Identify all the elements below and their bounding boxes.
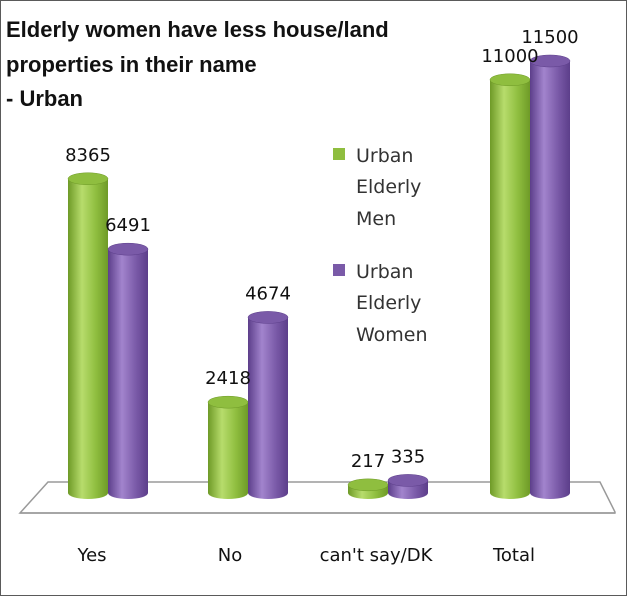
- legend-label-women-line-2: Elderly: [356, 292, 421, 314]
- data-label-total-men: 11000: [481, 46, 538, 67]
- bar-body: [108, 249, 148, 499]
- bar-total-men: [489, 73, 531, 500]
- bar-top: [107, 242, 149, 256]
- legend-swatch-men: [333, 148, 345, 160]
- legend-label-women-line-3: Women: [356, 324, 428, 346]
- legend-label-men-line-3: Men: [356, 208, 396, 230]
- legend: Urban Elderly Men Urban Elderly Women: [333, 145, 428, 346]
- bar-no-women: [247, 311, 289, 499]
- data-label-yes-men: 8365: [65, 145, 111, 166]
- chart-title-line-1: Elderly women have less house/land: [6, 17, 389, 42]
- data-label-can-t-say-dk-women: 335: [391, 446, 425, 467]
- bar-yes-men: [67, 172, 109, 499]
- chart-floor: [18, 481, 616, 514]
- bar-body: [248, 317, 288, 499]
- bar-top: [347, 478, 389, 492]
- bar-top: [247, 311, 289, 324]
- bar-body: [530, 61, 570, 499]
- bar-top: [489, 73, 531, 87]
- data-label-no-men: 2418: [205, 368, 251, 389]
- bar-body: [208, 402, 248, 499]
- data-label-yes-women: 6491: [105, 215, 151, 236]
- legend-label-women-line-1: Urban: [356, 261, 413, 283]
- bar-no-men: [207, 395, 249, 499]
- legend-swatch-women: [333, 264, 345, 276]
- chart-title: Elderly women have less house/land prope…: [6, 17, 389, 111]
- x-axis-ticks: Yes No can't say/DK Total: [76, 545, 535, 566]
- bar-top: [387, 474, 429, 487]
- x-tick-yes: Yes: [76, 545, 106, 566]
- bar-total-women: [529, 54, 571, 499]
- bar-top: [207, 395, 249, 409]
- bar-yes-women: [107, 242, 149, 499]
- x-tick-no: No: [218, 545, 242, 566]
- x-tick-can-t-say-dk: can't say/DK: [320, 545, 434, 566]
- chart-title-line-2: properties in their name: [6, 52, 257, 77]
- bar-can-t-say-dk-women: [387, 474, 429, 499]
- x-tick-total: Total: [492, 545, 535, 566]
- legend-label-men-line-2: Elderly: [356, 176, 421, 198]
- bar-body: [68, 178, 108, 499]
- bar-can-t-say-dk-men: [347, 478, 389, 499]
- bar-top: [529, 54, 571, 68]
- chart-title-line-3: - Urban: [6, 86, 83, 111]
- bar-body: [490, 79, 530, 500]
- bars: [67, 54, 571, 500]
- legend-label-men-line-1: Urban: [356, 145, 413, 167]
- bar-top: [67, 172, 109, 186]
- data-label-no-women: 4674: [245, 283, 291, 304]
- data-label-can-t-say-dk-men: 217: [351, 451, 385, 472]
- data-label-total-women: 11500: [521, 27, 578, 48]
